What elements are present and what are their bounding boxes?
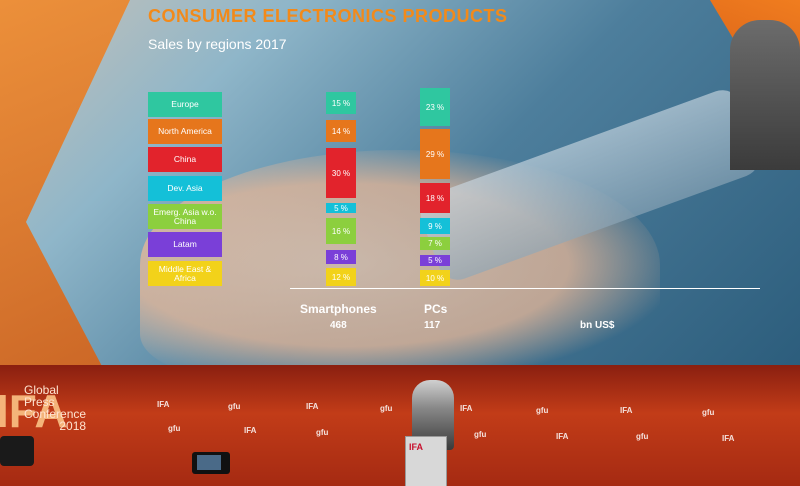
sponsor-logo-ifa: IFA xyxy=(157,400,170,409)
bar-segment: 5 % xyxy=(420,255,450,266)
podium-logo: IFA xyxy=(409,442,424,452)
sponsor-logo-gfu: gfu xyxy=(702,408,715,417)
sponsor-logo-gfu: gfu xyxy=(168,424,181,433)
total-pcs: 117 xyxy=(424,320,441,331)
camera-screen xyxy=(197,455,221,470)
category-label-pcs: PCs xyxy=(424,302,448,316)
event-name-line3: Conference xyxy=(24,407,87,421)
unit-label: bn US$ xyxy=(580,320,615,331)
sponsor-logo-gfu: gfu xyxy=(228,402,241,411)
slide-subtitle: Sales by regions 2017 xyxy=(148,36,287,52)
legend-item: China xyxy=(148,147,222,172)
sponsor-logo-ifa: IFA xyxy=(620,406,633,415)
sponsor-logo-ifa: IFA xyxy=(556,432,569,441)
legend-item: Middle East & Africa xyxy=(148,261,222,286)
bar-segment: 14 % xyxy=(326,120,356,142)
slide-title: CONSUMER ELECTRONICS PRODUCTS xyxy=(148,6,508,26)
sponsor-logo-gfu: gfu xyxy=(536,406,549,415)
stage-backdrop xyxy=(0,365,800,486)
camera-left xyxy=(0,436,34,466)
legend-item: Dev. Asia xyxy=(148,176,222,201)
sponsor-logo-gfu: gfu xyxy=(636,432,649,441)
bar-segment: 30 % xyxy=(326,148,356,198)
bar-segment: 29 % xyxy=(420,129,450,179)
legend-item: North America xyxy=(148,119,222,144)
bar-segment: 9 % xyxy=(420,218,450,234)
legend-item: Latam xyxy=(148,232,222,257)
speaker-figure-right xyxy=(730,20,800,170)
projection-screen: CONSUMER ELECTRONICS PRODUCTS Sales by r… xyxy=(0,0,800,370)
event-logo: IFA xyxy=(0,385,68,437)
bar-segment: 15 % xyxy=(326,92,356,114)
podium xyxy=(405,436,447,486)
bar-segment: 23 % xyxy=(420,88,450,126)
bar-segment: 16 % xyxy=(326,218,356,244)
sponsor-logo-ifa: IFA xyxy=(460,404,473,413)
bar-segment: 5 % xyxy=(326,203,356,213)
sponsor-logo-ifa: IFA xyxy=(244,426,257,435)
event-name-line2: Press xyxy=(24,395,55,409)
chart-axis xyxy=(290,288,760,289)
legend-item: Emerg. Asia w.o. China xyxy=(148,204,222,229)
total-smartphones: 468 xyxy=(330,320,347,331)
bar-segment: 10 % xyxy=(420,270,450,286)
event-name: Global Press Conference 2018 xyxy=(24,384,86,432)
sponsor-logo-gfu: gfu xyxy=(316,428,329,437)
sponsor-logo-gfu: gfu xyxy=(474,430,487,439)
sponsor-logo-gfu: gfu xyxy=(380,404,393,413)
sponsor-logo-ifa: IFA xyxy=(722,434,735,443)
event-name-line1: Global xyxy=(24,383,59,397)
bar-segment: 12 % xyxy=(326,268,356,286)
bar-segment: 7 % xyxy=(420,237,450,250)
bar-segment: 18 % xyxy=(420,183,450,213)
legend-item: Europe xyxy=(148,92,222,117)
event-year: 2018 xyxy=(59,419,87,433)
category-label-smartphones: Smartphones xyxy=(300,302,377,316)
orange-shape-left xyxy=(0,0,130,370)
sponsor-logo-ifa: IFA xyxy=(306,402,319,411)
bar-segment: 8 % xyxy=(326,250,356,264)
